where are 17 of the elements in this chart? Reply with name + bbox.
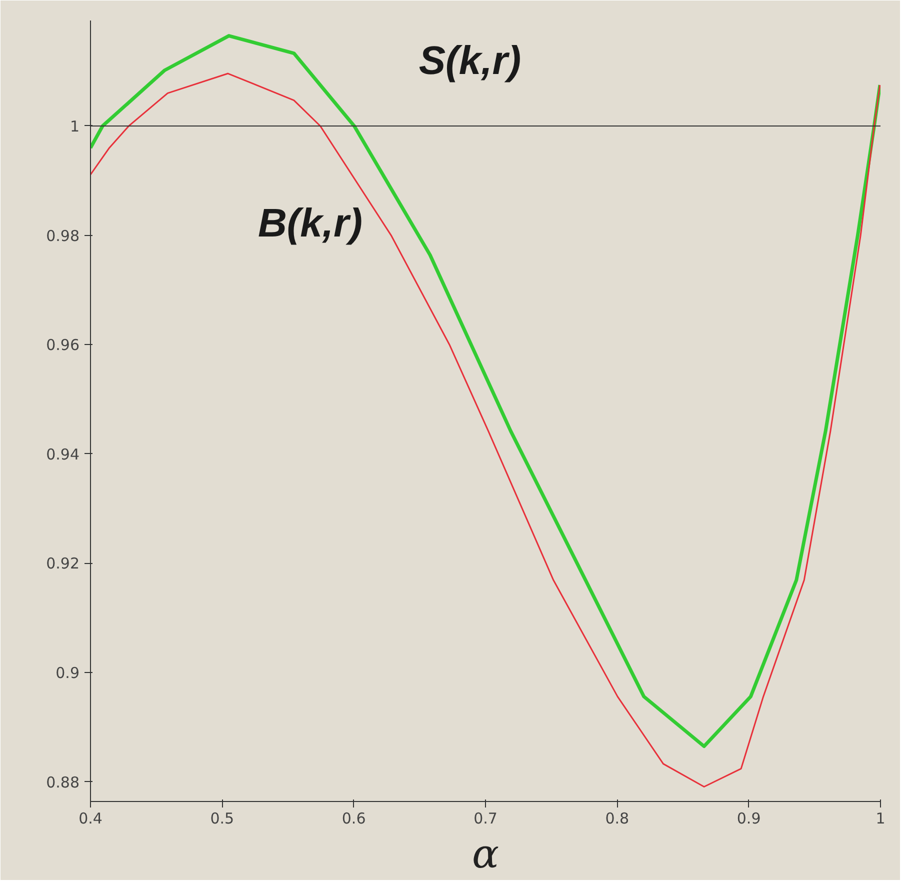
x-tick-label: 0.4 [78, 810, 102, 828]
x-tick-label: 1 [876, 810, 886, 828]
y-tick-label: 0.98 [46, 226, 80, 245]
x-axis-title: α [472, 832, 500, 878]
x-tick-label: 0.6 [342, 810, 366, 828]
x-tick-label: 0.8 [605, 810, 630, 828]
x-tick-label: 0.9 [736, 810, 761, 828]
y-tick-label: 0.88 [46, 773, 80, 792]
x-tick-label: 0.5 [210, 810, 234, 828]
y-tick-label: 0.92 [46, 554, 80, 573]
x-tick-label: 0.7 [474, 810, 498, 828]
series-label: B(k,r) [258, 202, 362, 246]
y-tick-label: 0.96 [46, 336, 80, 354]
y-tick-label: 0.9 [56, 664, 80, 682]
series-label: S(k,r) [418, 38, 522, 83]
y-tick-label: 1 [70, 117, 80, 136]
y-tick-label: 0.94 [46, 445, 80, 464]
